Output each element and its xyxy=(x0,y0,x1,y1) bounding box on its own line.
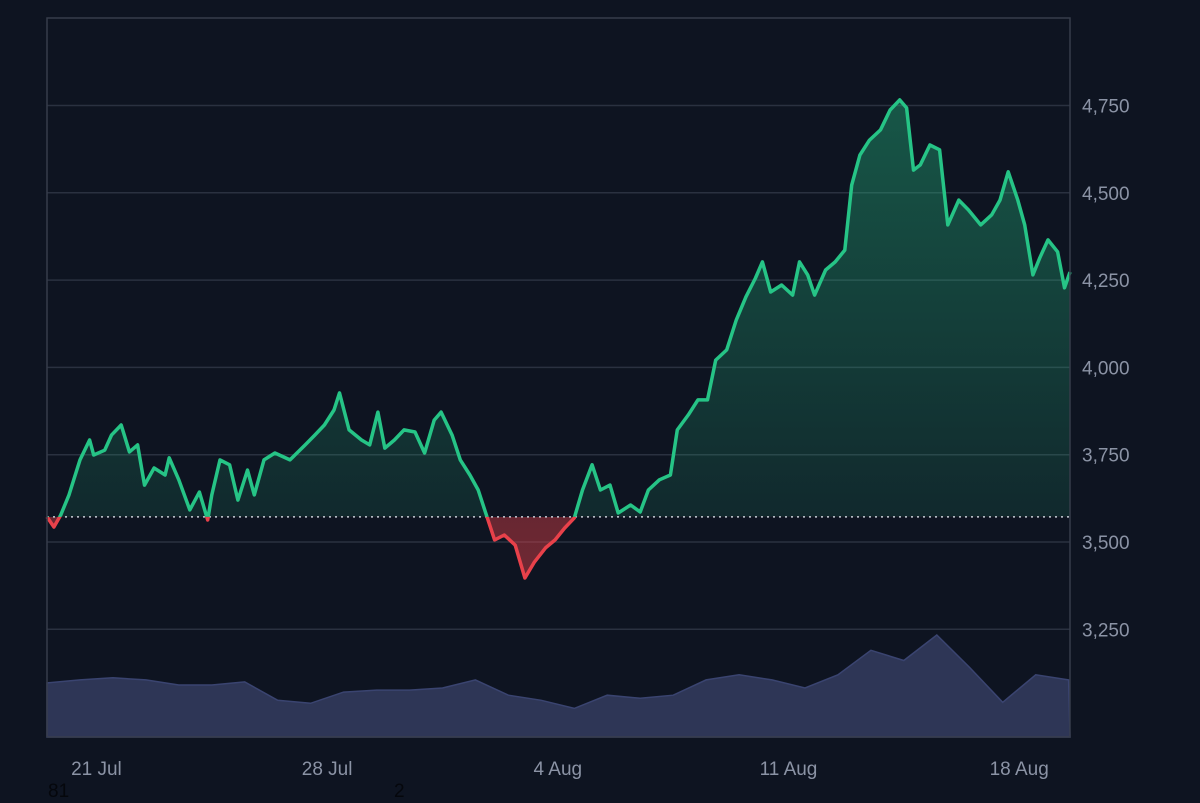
y-tick-label: 4,000 xyxy=(1082,358,1130,379)
y-tick-label: 4,250 xyxy=(1082,271,1130,292)
x-tick-label: 21 Jul xyxy=(71,759,122,780)
x-axis: 21 Jul 28 Jul 4 Aug 11 Aug 18 Aug xyxy=(71,759,1049,780)
y-tick-label: 4,500 xyxy=(1082,184,1130,205)
y-axis: 3,250 3,500 3,750 4,000 4,250 4,500 4,750 xyxy=(1082,97,1130,642)
x-tick-label: 11 Aug xyxy=(760,759,818,780)
x-tick-label: 4 Aug xyxy=(534,759,583,780)
x-tick-label: 28 Jul xyxy=(302,759,353,780)
y-tick-label: 3,250 xyxy=(1082,620,1130,641)
volume-bars xyxy=(47,635,1070,737)
y-tick-label: 4,750 xyxy=(1082,97,1130,118)
area-above-baseline xyxy=(47,100,1070,578)
price-fill xyxy=(47,100,1070,578)
y-tick-label: 3,750 xyxy=(1082,446,1130,467)
volume-area xyxy=(47,635,1070,737)
x-tick-label: 18 Aug xyxy=(990,759,1049,780)
y-tick-label: 3,500 xyxy=(1082,533,1130,554)
